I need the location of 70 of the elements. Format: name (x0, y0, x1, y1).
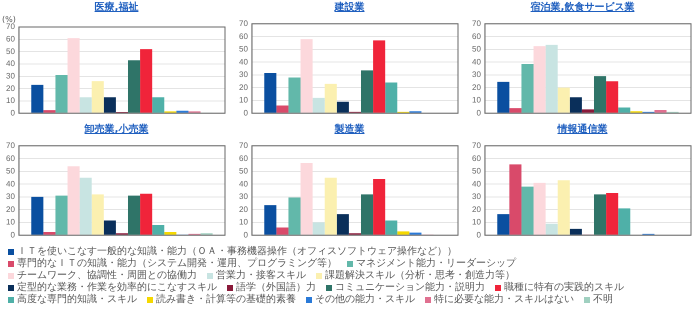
chart-title: 製造業 (334, 122, 366, 137)
legend-label: 課題解決スキル（分析・思考・創造力等） (325, 270, 515, 281)
legend-label: 高度な専門的知識・スキル (17, 294, 137, 305)
y-tick-label: 20 (6, 84, 16, 93)
y-tick-label: 0 (10, 230, 16, 240)
chart-title: 建設業 (333, 0, 366, 15)
y-tick-label: 10 (6, 96, 16, 106)
y-tick-label: 0 (10, 108, 16, 118)
legend-label: 語学（外国語）力 (236, 282, 316, 293)
chart-title: 宿泊業,飲食サービス業 (530, 0, 636, 15)
y-tick-label: 70 (238, 141, 248, 150)
chart-title: 医療,福祉 (94, 0, 140, 15)
legend-label: 専門的なＩＴの知識・能力（システム開発・運用、プログラミング等） (17, 258, 337, 269)
y-tick-label: 20 (238, 82, 248, 92)
legend-label: マネジメント能力・リーダーシップ (356, 258, 516, 269)
y-tick-label: 20 (472, 82, 482, 92)
y-tick-label: 50 (238, 166, 248, 176)
y-tick-label: 70 (6, 141, 16, 150)
y-tick-label: 10 (472, 96, 482, 105)
y-tick-label: 10 (6, 218, 16, 227)
y-tick-label: 10 (238, 218, 248, 227)
y-tick-label: 70 (238, 19, 248, 28)
y-tick-label: 40 (472, 179, 482, 188)
y-tick-label: 20 (472, 204, 482, 214)
y-tick-label: 30 (6, 71, 16, 80)
legend-label: 職種に特有の実践的スキル (504, 282, 624, 293)
y-tick-label: 60 (238, 32, 248, 41)
y-tick-label: 60 (472, 32, 482, 41)
y-tick-label: 50 (6, 46, 16, 56)
y-tick-label: 70 (472, 141, 482, 150)
y-tick-label: 30 (6, 192, 16, 202)
chart-title: 卸売業,小売業 (84, 122, 150, 137)
y-tick-label: 0 (476, 230, 482, 240)
chart-title: 情報通信業 (556, 122, 608, 137)
legend-label: 特に必要な能力・スキルはない (434, 294, 574, 305)
y-tick-label: 50 (472, 166, 482, 176)
legend-label: 営業力・接客スキル (216, 270, 306, 281)
y-tick-label: 30 (472, 192, 482, 202)
legend-label: コミュニケーション能力・説明力 (335, 282, 485, 293)
legend-label: チームワーク、協調性・周囲との協働力 (17, 270, 197, 281)
y-tick-label: 40 (6, 179, 16, 188)
y-tick-label: 50 (472, 44, 482, 54)
y-tick-label: 50 (6, 166, 16, 176)
legend-label: 不明 (593, 294, 613, 305)
y-tick-label: 50 (238, 44, 248, 54)
y-tick-label: 20 (6, 204, 16, 214)
y-tick-label: 60 (6, 154, 16, 163)
y-tick-label: 30 (238, 70, 248, 80)
y-tick-label: 0 (243, 230, 248, 240)
y-tick-label: 40 (6, 59, 16, 68)
y-tick-label: 40 (472, 57, 482, 66)
y-axis-title: (%) (2, 15, 16, 24)
legend-label: 定型的な業務・作業を効率的にこなすスキル (17, 282, 217, 293)
y-tick-label: 0 (476, 108, 482, 118)
y-tick-label: 70 (6, 22, 16, 32)
y-tick-label: 60 (6, 34, 16, 44)
y-tick-label: 30 (238, 192, 248, 202)
legend-label: その他の能力・スキル (315, 294, 415, 305)
y-tick-label: 0 (243, 108, 248, 118)
y-tick-label: 60 (472, 154, 482, 163)
y-tick-label: 60 (238, 154, 248, 163)
y-tick-label: 30 (472, 70, 482, 80)
y-tick-label: 40 (238, 57, 248, 66)
y-tick-label: 10 (238, 96, 248, 105)
legend-label: ＩＴを使いこなす一般的な知識・能力（ＯＡ・事務機器操作（オフィスソフトウェア操作など）） (17, 246, 457, 257)
legend-label: 読み書き・計算等の基礎的素養 (156, 294, 296, 305)
y-tick-label: 10 (472, 218, 482, 227)
y-tick-label: 20 (238, 204, 248, 214)
y-tick-label: 70 (472, 19, 482, 28)
y-tick-label: 40 (238, 179, 248, 188)
